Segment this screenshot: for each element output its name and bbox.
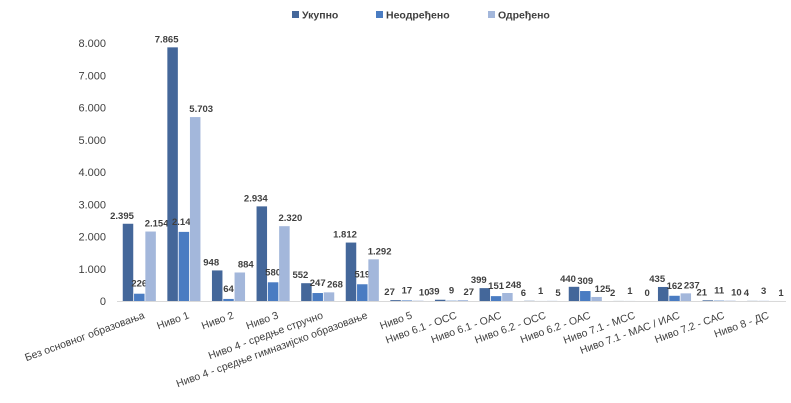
y-tick-label: 6.000 <box>78 103 106 115</box>
legend-label: Укупно <box>302 10 338 22</box>
data-label: 580 <box>265 267 281 278</box>
x-tick-label: Без основног образовања <box>23 309 146 364</box>
x-tick-label: Ниво 1 <box>155 309 191 332</box>
data-label: 1 <box>778 288 784 299</box>
data-label: 309 <box>577 276 593 287</box>
y-tick-label: 2.000 <box>78 232 106 244</box>
bar-Неодређено <box>669 295 680 301</box>
data-label: 11 <box>714 286 725 297</box>
y-tick-label: 3.000 <box>78 199 106 211</box>
bar-Неодређено <box>312 293 323 301</box>
bar-Одређено <box>502 293 513 301</box>
bar-Укупно <box>345 242 357 301</box>
bar-Одређено <box>680 293 692 301</box>
data-label: 1 <box>538 286 544 297</box>
bar-Укупно <box>256 206 268 301</box>
data-label: 2 <box>610 288 615 299</box>
data-label: 2.320 <box>279 213 303 224</box>
legend-label: Одређено <box>498 10 550 22</box>
bar-Неодређено <box>580 291 591 301</box>
y-tick-label: 4.000 <box>78 167 106 179</box>
bar-Укупно <box>568 286 580 301</box>
bar-Укупно <box>390 300 401 301</box>
bar-Укупно <box>167 47 178 302</box>
data-label: 440 <box>560 274 576 285</box>
data-label: 27 <box>464 287 475 298</box>
bar-Одређено <box>234 272 246 301</box>
data-label: 21 <box>697 287 708 298</box>
data-label: 552 <box>292 270 308 281</box>
legend-swatch-Одређено <box>488 11 495 18</box>
data-label: 64 <box>223 284 234 295</box>
data-label: 884 <box>238 259 255 270</box>
bar-Укупно <box>122 223 134 301</box>
bar-Одређено <box>457 300 469 301</box>
bar-Неодређено <box>223 298 234 301</box>
data-label: 151 <box>488 281 505 292</box>
bar-Неодређено <box>401 300 413 301</box>
bar-Неодређено <box>357 284 368 301</box>
bar-Укупно <box>702 300 714 301</box>
data-label: 948 <box>203 257 219 268</box>
bar-Укупно <box>301 283 312 301</box>
data-label: 27 <box>384 287 395 298</box>
data-label: 1 <box>627 286 633 297</box>
data-label: 1.292 <box>368 246 392 257</box>
data-label: 9 <box>449 286 454 297</box>
bar-Одређено <box>323 292 335 301</box>
data-label: 5 <box>555 288 561 299</box>
y-tick-label: 8.000 <box>78 38 106 50</box>
data-label: 399 <box>471 275 487 286</box>
bar-Одређено <box>368 259 379 301</box>
y-tick-label: 0 <box>100 296 106 308</box>
data-label: 10 <box>419 288 430 299</box>
data-label: 17 <box>402 285 413 296</box>
data-label: 519 <box>354 269 370 280</box>
data-label: 2.934 <box>244 193 268 204</box>
data-label: 5.703 <box>189 104 213 115</box>
data-label: 10 <box>731 288 742 299</box>
data-label: 1.812 <box>333 230 357 241</box>
legend-swatch-Неодређено <box>376 11 383 18</box>
bar-Неодређено <box>134 293 145 301</box>
data-label: 6 <box>521 288 526 299</box>
bar-Одређено <box>189 117 201 301</box>
x-tick-label: Ниво 2 <box>200 309 236 332</box>
data-label: 162 <box>667 281 683 292</box>
bar-Неодређено <box>267 282 279 301</box>
data-label: 268 <box>327 279 343 290</box>
data-label: 2.395 <box>110 211 134 222</box>
bar-Укупно <box>657 286 669 301</box>
bar-Неодређено <box>178 231 190 301</box>
legend-label: Неодређено <box>386 10 450 22</box>
bar-Одређено <box>591 296 602 301</box>
bar-Укупно <box>479 288 491 301</box>
data-label: 0 <box>645 288 650 299</box>
data-label: 7.865 <box>155 34 179 45</box>
y-tick-label: 7.000 <box>78 70 106 82</box>
y-tick-label: 5.000 <box>78 135 106 147</box>
bar-Одређено <box>145 231 156 301</box>
y-tick-label: 1.000 <box>78 264 106 276</box>
legend-swatch-Укупно <box>292 11 299 18</box>
data-label: 3 <box>761 286 766 297</box>
data-label: 226 <box>131 279 147 290</box>
data-label: 2.143 <box>172 217 196 228</box>
bar-Неодређено <box>490 296 502 301</box>
bar-Укупно <box>211 270 223 301</box>
data-label: 435 <box>649 274 666 285</box>
data-label: 125 <box>595 284 612 295</box>
data-label: 2.154 <box>145 219 169 230</box>
data-label: 237 <box>684 280 700 291</box>
data-label: 39 <box>429 287 440 298</box>
bar-Укупно <box>434 299 446 301</box>
data-label: 247 <box>310 278 326 289</box>
data-label: 248 <box>505 280 521 291</box>
data-label: 4 <box>744 288 750 299</box>
bar-Одређено <box>279 226 290 301</box>
